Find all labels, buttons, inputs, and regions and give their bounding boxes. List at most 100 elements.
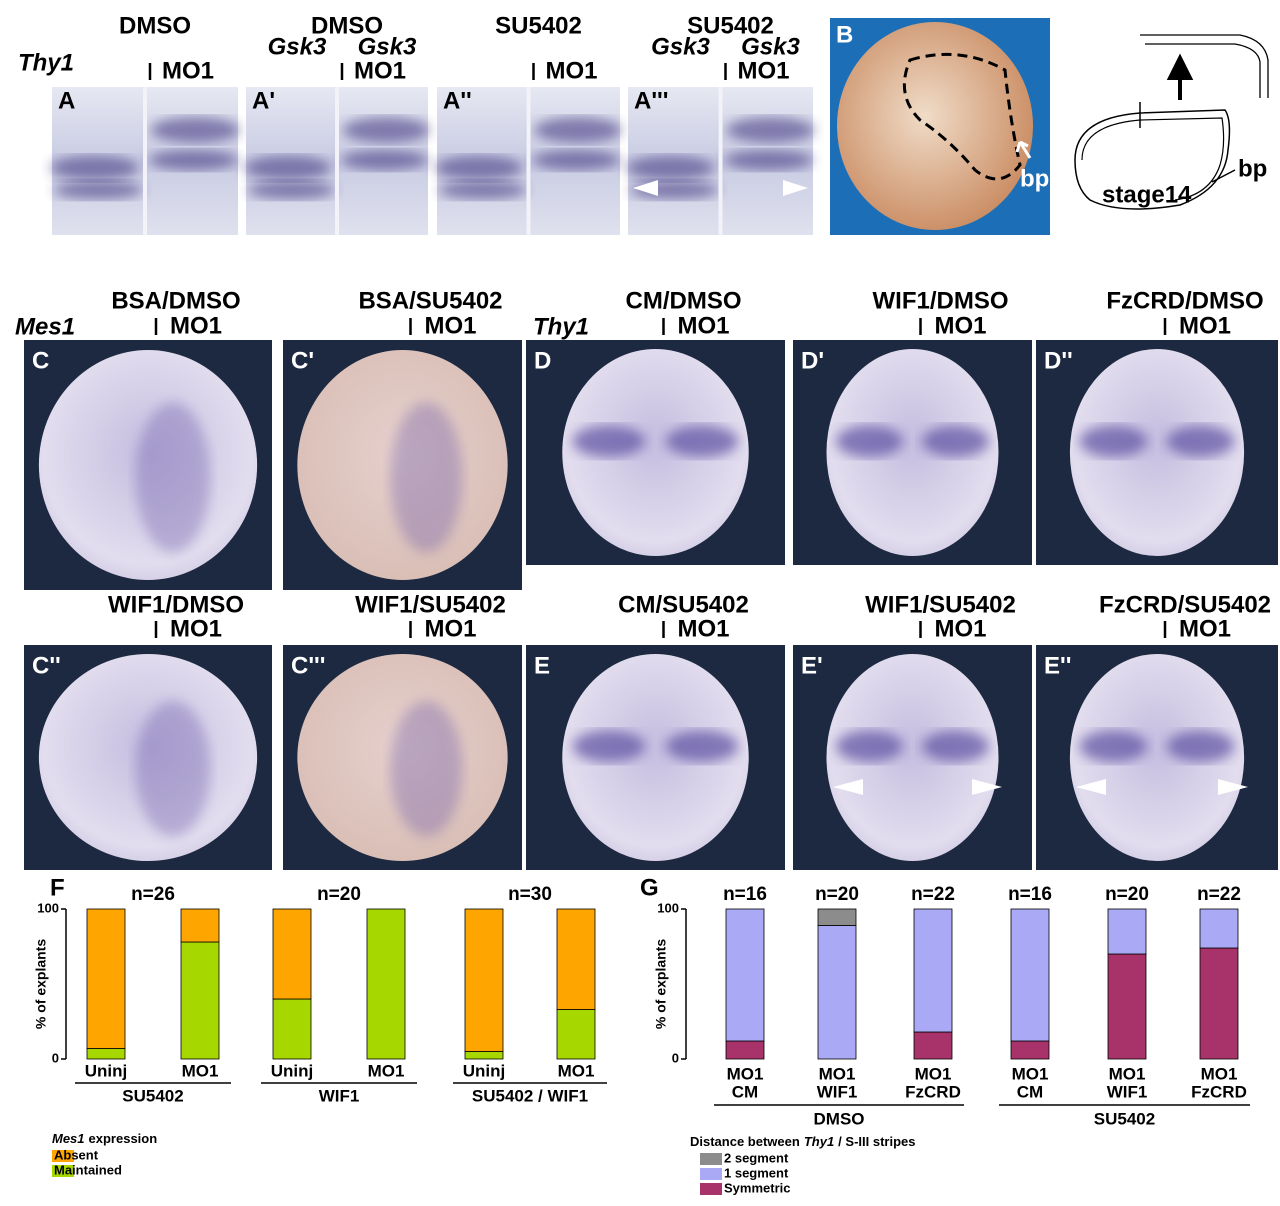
x-tick-label: MO1: [1012, 1064, 1049, 1083]
stripe: [53, 180, 144, 200]
mo1-label: MO1: [170, 615, 222, 642]
panel-title: SU5402: [687, 12, 774, 39]
arrow: [1015, 140, 1032, 159]
mo1-label: MO1: [678, 312, 730, 339]
n-label: n=26: [131, 884, 175, 905]
bar-segment: [817, 908, 857, 926]
x-tick-label: WIF1: [1107, 1082, 1148, 1101]
outline: [902, 52, 1022, 181]
stripe: [572, 730, 646, 762]
y-tick-label: 0: [672, 1050, 679, 1065]
bar-segment: [1010, 908, 1050, 1042]
n-label: n=22: [911, 884, 955, 905]
diagram-arrow: [1166, 53, 1194, 100]
y-axis-label: % of explants: [33, 939, 49, 1029]
bar-segment: [464, 1051, 504, 1060]
x-tick-label: MO1: [182, 1061, 219, 1080]
panel-title: BSA/SU5402: [358, 287, 502, 314]
bar-segment: [817, 925, 857, 1060]
panel-title: DMSO: [119, 12, 191, 39]
panel-title: SU5402: [495, 12, 582, 39]
n-label: n=16: [1008, 884, 1052, 905]
group-label: SU5402: [122, 1086, 183, 1105]
bar-segment: [1199, 947, 1239, 1060]
expression: [135, 402, 210, 553]
bar-segment: [725, 1040, 765, 1060]
bar-segment: [725, 908, 765, 1042]
y-axis-label: % of explants: [653, 939, 669, 1029]
panel-letter: C''': [291, 652, 325, 679]
stripe: [340, 149, 428, 171]
diagram-cut: [1211, 169, 1236, 183]
expression: [390, 701, 463, 837]
mo1-label: MO1: [935, 615, 987, 642]
panel-letter: E: [534, 652, 550, 679]
mo1-label: MO1: [425, 615, 477, 642]
arrowhead: [783, 180, 808, 196]
mo1-label: MO1: [1179, 615, 1231, 642]
arrowhead: [1218, 779, 1248, 795]
mo1-label: MO1: [935, 312, 987, 339]
bar-segment: [272, 908, 312, 1000]
legend-swatch: [700, 1168, 722, 1180]
stripe: [724, 149, 813, 171]
legend-swatch: [52, 1165, 74, 1177]
n-label: n=30: [508, 884, 552, 905]
group-label: WIF1: [319, 1086, 360, 1105]
panel-letter: E': [801, 652, 823, 679]
x-tick-label: CM: [732, 1082, 758, 1101]
panel-title: WIF1/DMSO: [108, 591, 244, 618]
legend-title-part: Mes1: [52, 1131, 85, 1146]
bar-segment: [556, 908, 596, 1010]
group-label: SU5402 / WIF1: [472, 1086, 588, 1105]
panel-letter: A: [58, 87, 75, 114]
panel-letter: A''': [634, 87, 668, 114]
stripe: [1166, 730, 1235, 762]
embryo: [826, 349, 999, 556]
stripe: [1166, 425, 1235, 457]
panel-letter: G: [640, 874, 659, 901]
panel-title: FzCRD/SU5402: [1099, 591, 1271, 618]
n-label: n=20: [815, 884, 859, 905]
x-tick-label: MO1: [558, 1061, 595, 1080]
x-tick-label: MO1: [915, 1064, 952, 1083]
x-tick-label: MO1: [1201, 1064, 1238, 1083]
bar-segment: [366, 908, 406, 1060]
y-tick-label: 100: [657, 900, 679, 915]
mo1-label: MO1: [170, 312, 222, 339]
legend-title-part: / S-III stripes: [838, 1134, 915, 1149]
bar-segment: [1199, 908, 1239, 949]
stripe: [50, 155, 140, 181]
stripe: [532, 149, 620, 171]
x-tick-label: FzCRD: [905, 1082, 961, 1101]
legend-label: Symmetric: [724, 1180, 790, 1195]
mo1-label: MO1: [425, 312, 477, 339]
embryo: [562, 654, 749, 861]
arrowhead: [1076, 779, 1106, 795]
panel-letter: C': [291, 347, 314, 374]
bar-segment: [464, 908, 504, 1052]
expression: [135, 701, 210, 837]
panel-letter: C'': [32, 652, 61, 679]
panel-letter: B: [836, 21, 853, 48]
arrowhead: [972, 779, 1002, 795]
x-tick-label: WIF1: [817, 1082, 858, 1101]
n-label: n=16: [723, 884, 767, 905]
stripe: [726, 117, 815, 143]
stripe: [922, 730, 989, 762]
stripe: [836, 730, 903, 762]
legend-title-part: Thy1: [804, 1134, 834, 1149]
panel-letter: D'': [1044, 347, 1073, 374]
bar-segment: [180, 908, 220, 943]
bar-segment: [913, 1031, 953, 1060]
bar-segment: [1107, 908, 1147, 955]
panel-letter: A': [252, 87, 275, 114]
mo1-label: MO1: [738, 57, 790, 84]
stripe: [665, 425, 739, 457]
n-label: n=22: [1197, 884, 1241, 905]
panel-title: DMSO: [311, 12, 383, 39]
panel-title: FzCRD/DMSO: [1106, 287, 1263, 314]
legend-title: Distance between Thy1 / S-III stripes: [690, 1134, 915, 1149]
legend-title: Mes1 expression: [52, 1131, 157, 1146]
